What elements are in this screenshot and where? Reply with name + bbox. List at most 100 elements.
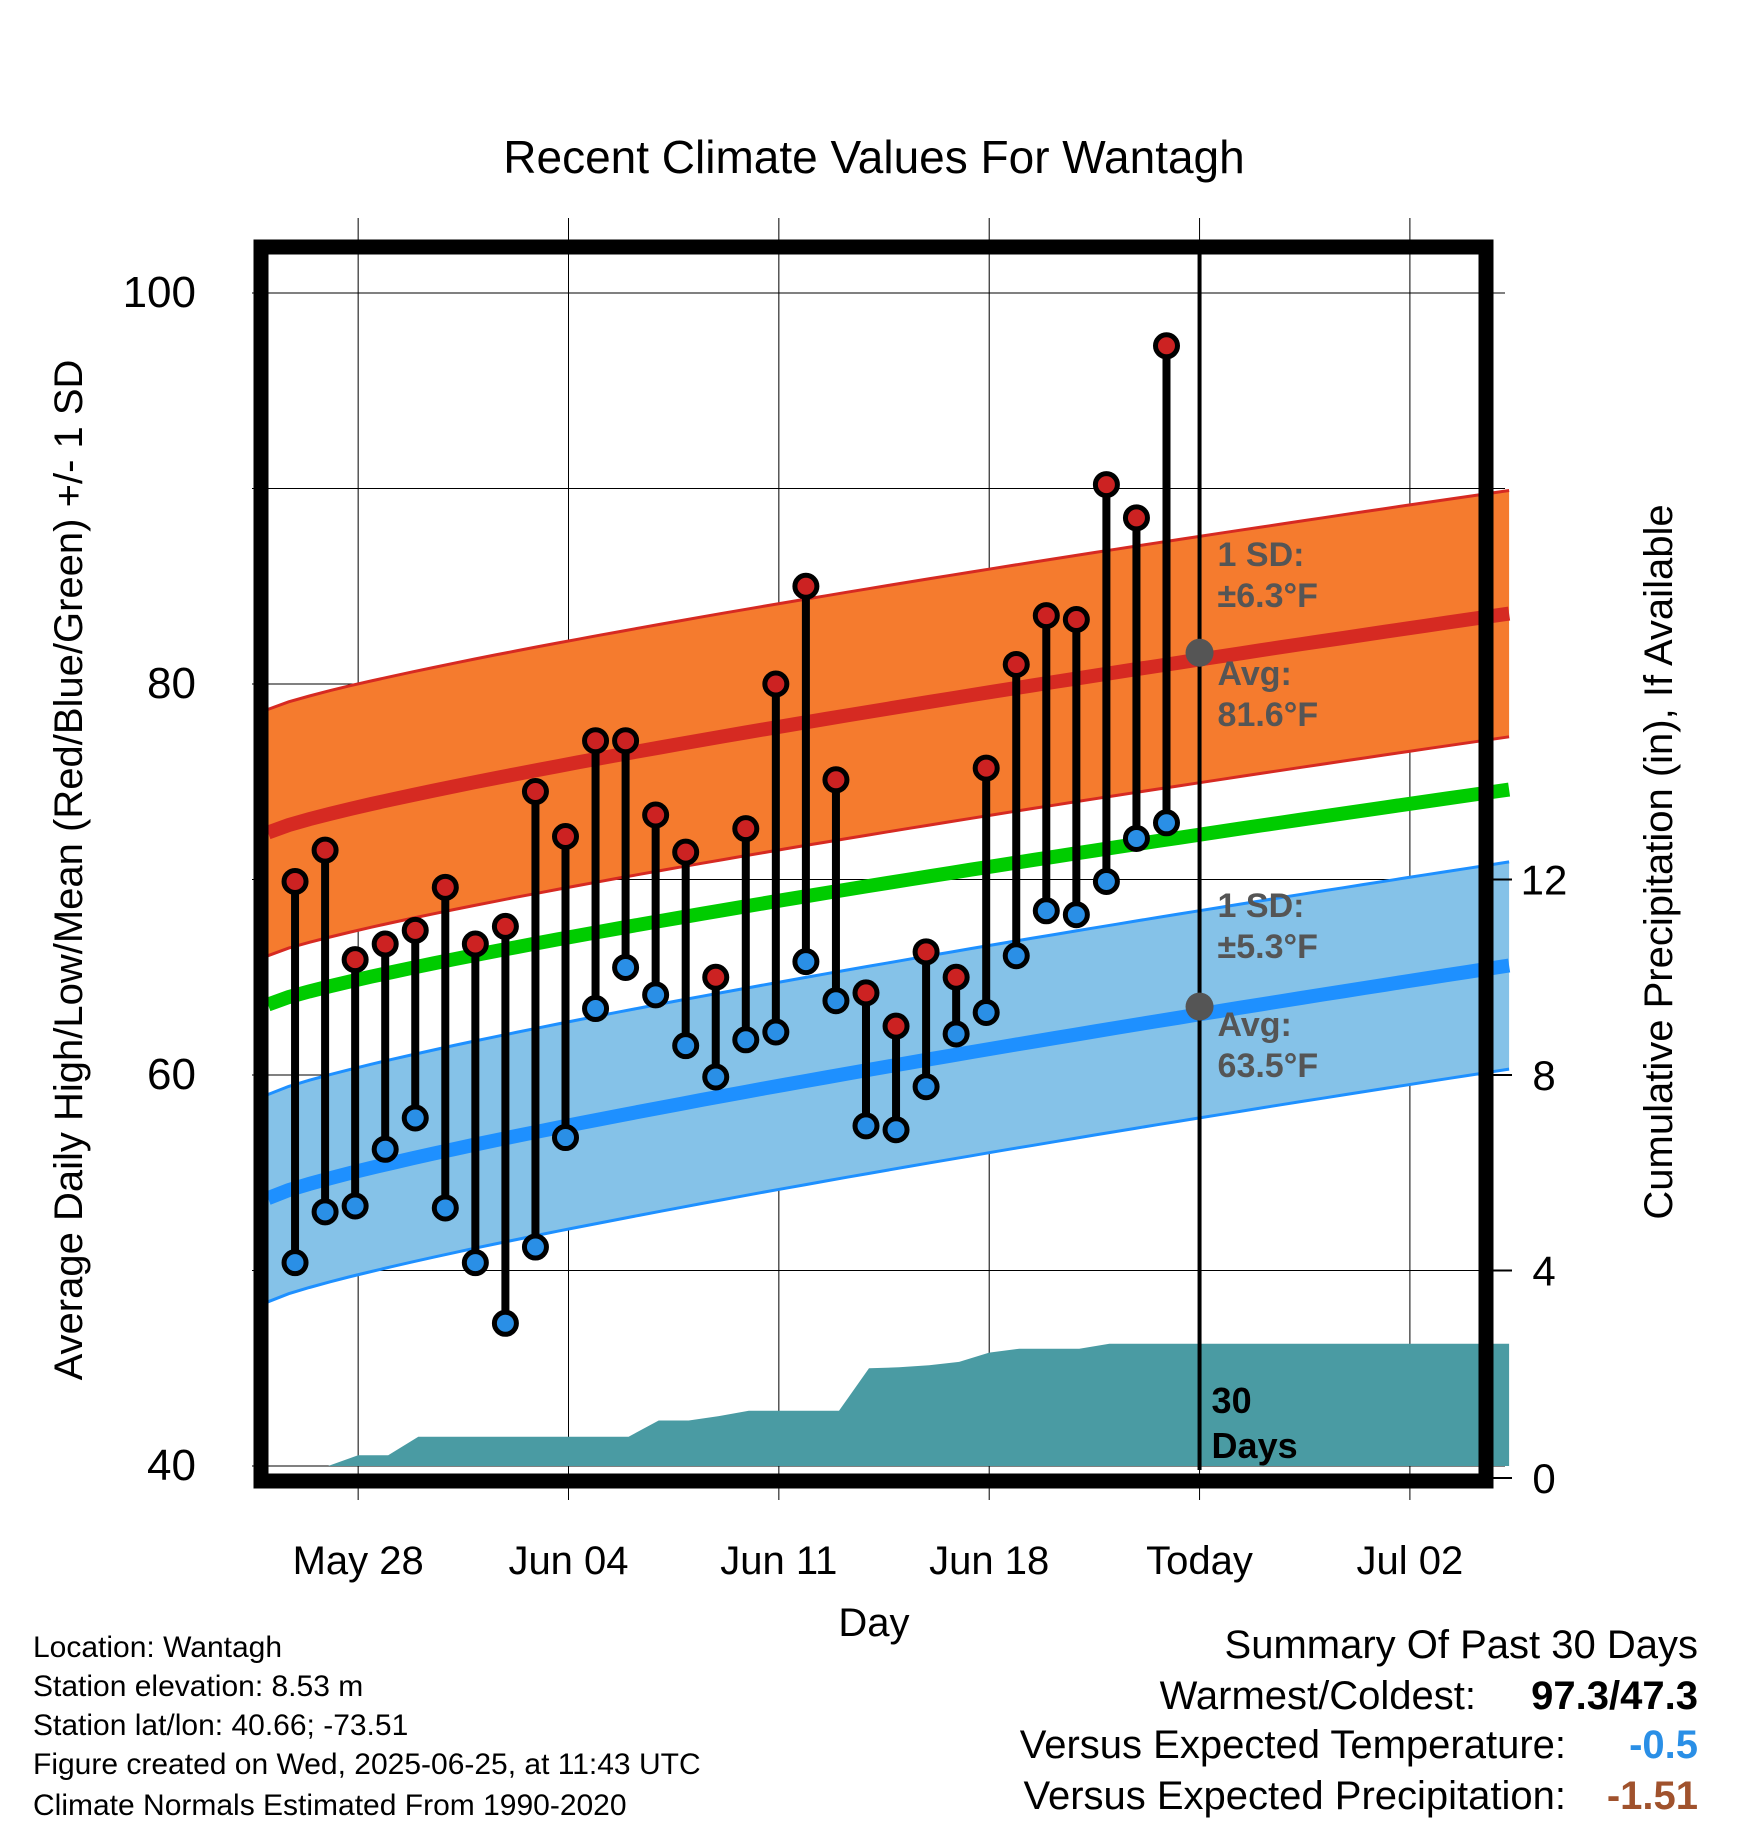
daily-low-point (491, 1309, 519, 1337)
daily-low-point (311, 1198, 339, 1226)
y-axis-label: Average Daily High/Low/Mean (Red/Blue/Gr… (47, 360, 91, 1381)
summary-title: Summary Of Past 30 Days (1224, 1623, 1698, 1667)
plot-frame (253, 239, 1494, 1489)
daily-high-point (551, 822, 579, 850)
daily-high-point (882, 1012, 910, 1040)
daily-low-point (281, 1249, 309, 1277)
daily-low-point (942, 1020, 970, 1048)
daily-low-point (702, 1063, 730, 1091)
daily-high-point (612, 727, 640, 755)
daily-low-point (822, 987, 850, 1015)
daily-low-point (672, 1032, 700, 1060)
low-avg-label: Avg: (1218, 1006, 1292, 1044)
y2-axis-label: Cumulative Precipitation (in), If Availa… (1637, 504, 1681, 1219)
daily-high-point (1152, 332, 1180, 360)
x-tick-label: Today (1146, 1539, 1253, 1583)
daily-low-point (431, 1194, 459, 1222)
days-label-number: 30 (1212, 1380, 1252, 1421)
y2-tick-label: 8 (1532, 1052, 1555, 1099)
normal-high-lower-sd (267, 735, 1510, 958)
days-label-word: Days (1212, 1425, 1298, 1466)
daily-low-point (732, 1026, 760, 1054)
daily-low-point (401, 1104, 429, 1132)
summary-temp-label: Versus Expected Temperature: (1019, 1723, 1566, 1767)
low-sd-value: ±5.3°F (1218, 928, 1318, 966)
daily-low-point (1152, 809, 1180, 837)
today-low-avg-marker (1185, 992, 1214, 1021)
daily-high-point (281, 867, 309, 895)
normal-high-line (265, 606, 1511, 840)
daily-high-point (852, 979, 880, 1007)
daily-high-point (431, 873, 459, 901)
daily-high-point (491, 912, 519, 940)
daily-low-point (972, 998, 1000, 1026)
daily-high-point (972, 754, 1000, 782)
daily-high-point (732, 815, 760, 843)
daily-high-point (912, 938, 940, 966)
summary-warmest-label: Warmest/Coldest: (1159, 1674, 1476, 1718)
precip-area (268, 1343, 1510, 1466)
daily-low-point (1122, 824, 1150, 852)
daily-high-point (1122, 504, 1150, 532)
footer-elevation: Station elevation: 8.53 m (33, 1670, 364, 1703)
daily-low-point (341, 1192, 369, 1220)
daily-low-point (912, 1073, 940, 1101)
today-high-avg-marker (1185, 638, 1214, 667)
daily-low-point (612, 953, 640, 981)
daily-low-point (642, 981, 670, 1009)
daily-low-point (882, 1116, 910, 1144)
y-tick-label: 80 (147, 659, 196, 708)
daily-high-point (672, 838, 700, 866)
daily-low-point (1062, 901, 1090, 929)
footer-normals: Climate Normals Estimated From 1990-2020 (33, 1789, 627, 1822)
daily-high-point (1062, 605, 1090, 633)
daily-high-point (461, 930, 489, 958)
daily-low-point (762, 1018, 790, 1046)
daily-low-point (521, 1233, 549, 1261)
x-tick-label: Jun 11 (720, 1539, 837, 1583)
daily-high-point (1002, 650, 1030, 678)
x-tick-label: Jun 18 (929, 1539, 1049, 1583)
y2-tick-label: 0 (1532, 1455, 1555, 1502)
daily-low-point (792, 948, 820, 976)
footer-latlon: Station lat/lon: 40.66; -73.51 (33, 1709, 409, 1742)
summary-temp-value: -0.5 (1629, 1723, 1698, 1767)
daily-low-point (551, 1124, 579, 1152)
daily-low-point (1032, 897, 1060, 925)
daily-low-point (1092, 867, 1120, 895)
daily-high-point (822, 766, 850, 794)
daily-high-point (521, 778, 549, 806)
y-tick-label: 40 (147, 1441, 196, 1490)
normal-low-band (268, 861, 1510, 1302)
x-tick-label: Jul 02 (1357, 1539, 1464, 1583)
daily-high-point (1092, 471, 1120, 499)
daily-high-point (642, 801, 670, 829)
high-sd-label: 1 SD: (1218, 536, 1305, 574)
x-tick-label: Jun 04 (508, 1539, 628, 1583)
daily-high-point (341, 946, 369, 974)
chart-title: Recent Climate Values For Wantagh (503, 131, 1244, 183)
high-avg-label: Avg: (1218, 655, 1292, 693)
daily-low-point (461, 1249, 489, 1277)
footer-location: Location: Wantagh (33, 1631, 283, 1664)
daily-high-point (792, 572, 820, 600)
low-sd-label: 1 SD: (1218, 887, 1305, 925)
daily-high-point (311, 836, 339, 864)
daily-high-point (582, 727, 610, 755)
daily-low-point (371, 1135, 399, 1163)
footer-created: Figure created on Wed, 2025-06-25, at 11… (33, 1748, 701, 1781)
x-axis-label: Day (838, 1601, 909, 1645)
daily-high-point (942, 963, 970, 991)
summary-warmest-value: 97.3/47.3 (1531, 1674, 1698, 1718)
y2-tick-label: 4 (1532, 1248, 1555, 1295)
daily-low-point (1002, 942, 1030, 970)
normal-high-upper-sd (267, 489, 1510, 711)
high-sd-value: ±6.3°F (1218, 577, 1318, 615)
daily-low-point (852, 1112, 880, 1140)
daily-low-point (582, 995, 610, 1023)
summary-precip-value: -1.51 (1606, 1774, 1698, 1818)
daily-high-point (702, 963, 730, 991)
daily-high-point (401, 916, 429, 944)
